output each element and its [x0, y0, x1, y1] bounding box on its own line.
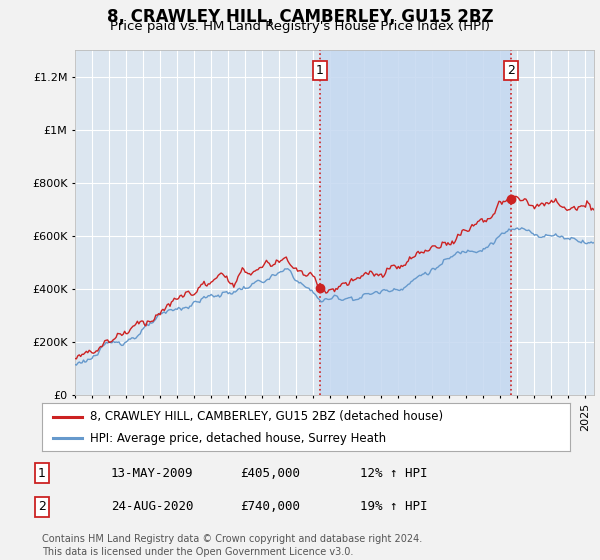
Text: 8, CRAWLEY HILL, CAMBERLEY, GU15 2BZ: 8, CRAWLEY HILL, CAMBERLEY, GU15 2BZ	[107, 8, 493, 26]
Text: 2: 2	[508, 64, 515, 77]
Text: £405,000: £405,000	[240, 466, 300, 480]
Text: 1: 1	[316, 64, 323, 77]
Text: 19% ↑ HPI: 19% ↑ HPI	[360, 500, 427, 514]
Text: Contains HM Land Registry data © Crown copyright and database right 2024.
This d: Contains HM Land Registry data © Crown c…	[42, 534, 422, 557]
Bar	[320, 50, 511, 395]
Text: 13-MAY-2009: 13-MAY-2009	[111, 466, 193, 480]
Text: Price paid vs. HM Land Registry's House Price Index (HPI): Price paid vs. HM Land Registry's House …	[110, 20, 490, 32]
Text: £740,000: £740,000	[240, 500, 300, 514]
Text: 1: 1	[38, 466, 46, 480]
Text: HPI: Average price, detached house, Surrey Heath: HPI: Average price, detached house, Surr…	[89, 432, 386, 445]
Text: 24-AUG-2020: 24-AUG-2020	[111, 500, 193, 514]
Text: 8, CRAWLEY HILL, CAMBERLEY, GU15 2BZ (detached house): 8, CRAWLEY HILL, CAMBERLEY, GU15 2BZ (de…	[89, 410, 443, 423]
Text: 12% ↑ HPI: 12% ↑ HPI	[360, 466, 427, 480]
Text: 2: 2	[38, 500, 46, 514]
